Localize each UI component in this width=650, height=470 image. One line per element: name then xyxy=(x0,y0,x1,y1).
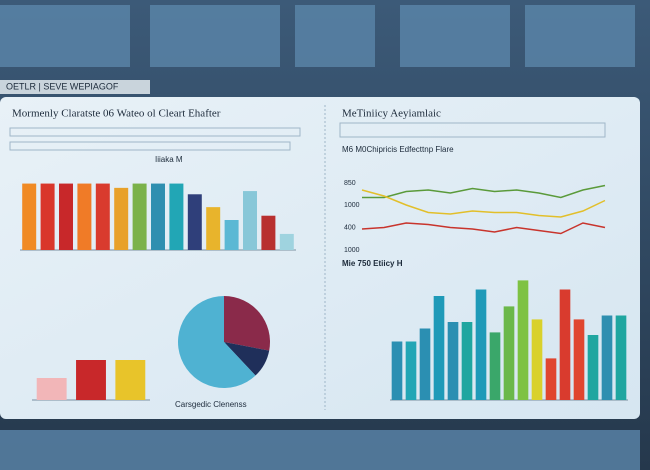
axis-label: 1000 xyxy=(344,202,360,209)
bar xyxy=(489,332,501,400)
axis-label: 400 xyxy=(344,225,356,232)
axis-label: 1000 xyxy=(344,247,360,254)
bar xyxy=(115,360,146,400)
bar xyxy=(95,183,110,250)
line xyxy=(362,184,606,199)
bar xyxy=(559,289,571,400)
windows xyxy=(0,5,640,470)
chart-title: MeTiniicy Aeyiamlaic xyxy=(342,108,441,120)
bar xyxy=(114,187,129,250)
decor xyxy=(9,122,606,151)
bar xyxy=(40,183,55,250)
chart-subtitle: Iiiaka M xyxy=(155,155,183,164)
bar xyxy=(447,322,459,400)
chart-title: Mie 750 Etiicy H xyxy=(342,259,403,268)
bar xyxy=(187,194,202,250)
bar xyxy=(243,191,257,250)
bar xyxy=(261,215,276,250)
bar xyxy=(573,319,585,400)
bar xyxy=(132,183,147,250)
bar xyxy=(59,183,73,250)
bar xyxy=(531,319,543,400)
line xyxy=(361,189,606,218)
bar xyxy=(391,341,403,400)
chart-title: Mormenly Claratste 06 Wateo ol Cleart Eh… xyxy=(12,108,221,120)
chart-subtitle: M6 M0Chipricis Edfecttnp Flare xyxy=(342,145,454,154)
bar xyxy=(461,322,473,400)
pie-slice xyxy=(224,295,270,351)
bar xyxy=(475,289,487,400)
line xyxy=(361,222,606,235)
bar xyxy=(433,296,445,400)
bar xyxy=(36,378,67,400)
bar xyxy=(503,306,515,400)
bar xyxy=(419,328,431,400)
bar xyxy=(517,280,529,400)
bar xyxy=(615,315,627,400)
bar xyxy=(76,360,106,400)
bar xyxy=(545,358,557,400)
tab xyxy=(0,80,150,94)
bar xyxy=(405,341,417,400)
chart-title: Carsgedic Clenenss xyxy=(175,400,247,409)
bar xyxy=(206,207,221,250)
pie-slice xyxy=(178,296,256,388)
bar xyxy=(169,183,184,250)
bar xyxy=(224,220,239,250)
pie-slice xyxy=(224,342,270,376)
tab-title: OETLR | SEVE WEPIAGOF xyxy=(6,81,119,91)
bar xyxy=(587,335,599,400)
bar xyxy=(22,183,37,250)
bar xyxy=(77,183,92,250)
bar xyxy=(151,183,165,250)
bar xyxy=(279,233,294,250)
axis-label: 850 xyxy=(344,180,356,187)
bar xyxy=(601,315,613,400)
